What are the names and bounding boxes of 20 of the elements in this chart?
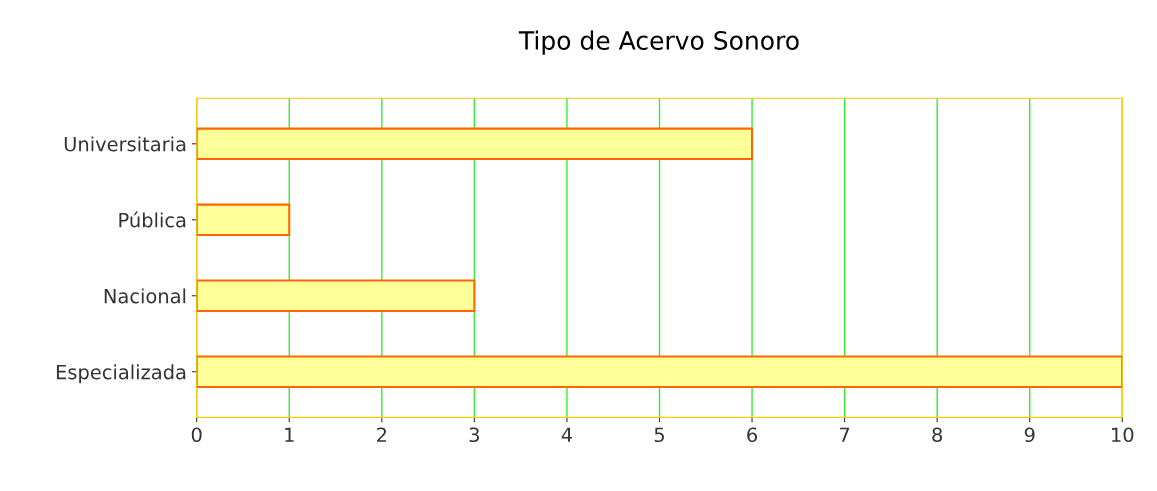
- bar: [196, 127, 754, 161]
- y-tick-label: Universitaria: [64, 136, 186, 152]
- x-tick-label: 4: [561, 427, 573, 442]
- x-tick-label: 3: [469, 427, 479, 443]
- x-tick-label: 9: [1024, 427, 1035, 443]
- x-tick-label: 0: [191, 427, 202, 443]
- x-tick-label: 7: [840, 427, 850, 442]
- x-tick-label: 2: [377, 427, 387, 442]
- x-tick-label: 10: [1112, 427, 1134, 443]
- bar: [196, 279, 476, 313]
- bar: [196, 203, 291, 237]
- y-tick-label: Nacional: [104, 288, 186, 304]
- y-tick-label: Pública: [119, 211, 186, 228]
- x-tick-label: 8: [932, 427, 943, 443]
- x-tick-label: 6: [747, 427, 758, 443]
- y-tick-label: Especializada: [56, 364, 186, 384]
- x-tick-label: 5: [654, 427, 664, 443]
- bar: [196, 355, 1123, 388]
- chart-title: Tipo de Acervo Sonoro: [518, 30, 799, 55]
- x-tick-label: 1: [285, 427, 294, 442]
